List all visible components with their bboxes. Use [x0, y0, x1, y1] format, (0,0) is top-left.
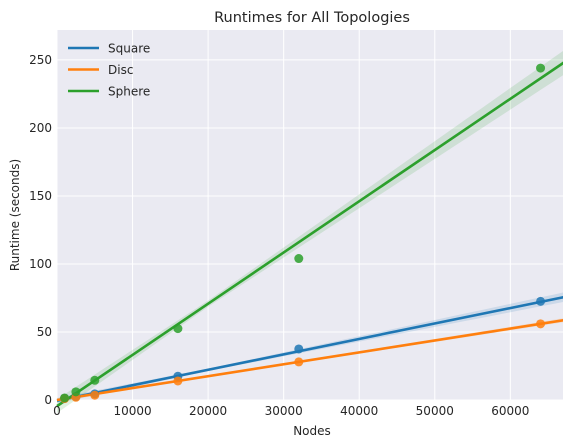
data-point-square [294, 344, 304, 354]
chart-title: Runtimes for All Topologies [214, 10, 410, 26]
data-point-disc [90, 390, 100, 400]
legend-label-disc: Disc [108, 63, 133, 77]
legend-label-sphere: Sphere [108, 85, 150, 99]
data-point-disc [536, 319, 546, 329]
regression-line-disc [56, 318, 563, 402]
data-point-sphere [90, 375, 100, 385]
data-point-sphere [536, 63, 546, 73]
y-tick-label: 0 [44, 393, 52, 407]
data-point-sphere [173, 324, 183, 334]
y-tick-labels: 0 50 100 150 200 250 [29, 53, 52, 407]
data-point-square [536, 296, 546, 306]
regression-lines [56, 61, 563, 408]
plot-background [57, 30, 563, 400]
regression-line-sphere [56, 61, 563, 408]
y-tick-label: 200 [29, 121, 52, 135]
x-tick-label: 10000 [113, 404, 151, 418]
y-tick-label: 150 [29, 189, 52, 203]
y-tick-label: 100 [29, 257, 52, 271]
y-axis-label: Runtime (seconds) [8, 159, 22, 271]
legend-label-square: Square [108, 42, 150, 56]
data-point-sphere [71, 387, 81, 397]
data-point-sphere [60, 393, 70, 403]
data-point-disc [173, 376, 183, 386]
x-axis-label: Nodes [293, 424, 331, 438]
data-point-sphere [294, 254, 304, 264]
y-tick-label: 50 [37, 325, 52, 339]
x-tick-label: 50000 [416, 404, 454, 418]
data-points [60, 63, 546, 404]
x-tick-label: 40000 [340, 404, 378, 418]
x-tick-label: 30000 [265, 404, 303, 418]
x-tick-label: 0 [53, 404, 61, 418]
data-point-disc [294, 357, 304, 367]
regression-line-square [56, 295, 563, 402]
y-tick-label: 250 [29, 53, 52, 67]
confidence-band-sphere [57, 50, 563, 414]
x-tick-label: 20000 [189, 404, 227, 418]
grid [56, 30, 563, 401]
x-tick-label: 60000 [491, 404, 529, 418]
x-tick-labels: 0 10000 20000 30000 40000 50000 60000 [53, 404, 529, 418]
legend: Square Disc Sphere [68, 42, 150, 99]
